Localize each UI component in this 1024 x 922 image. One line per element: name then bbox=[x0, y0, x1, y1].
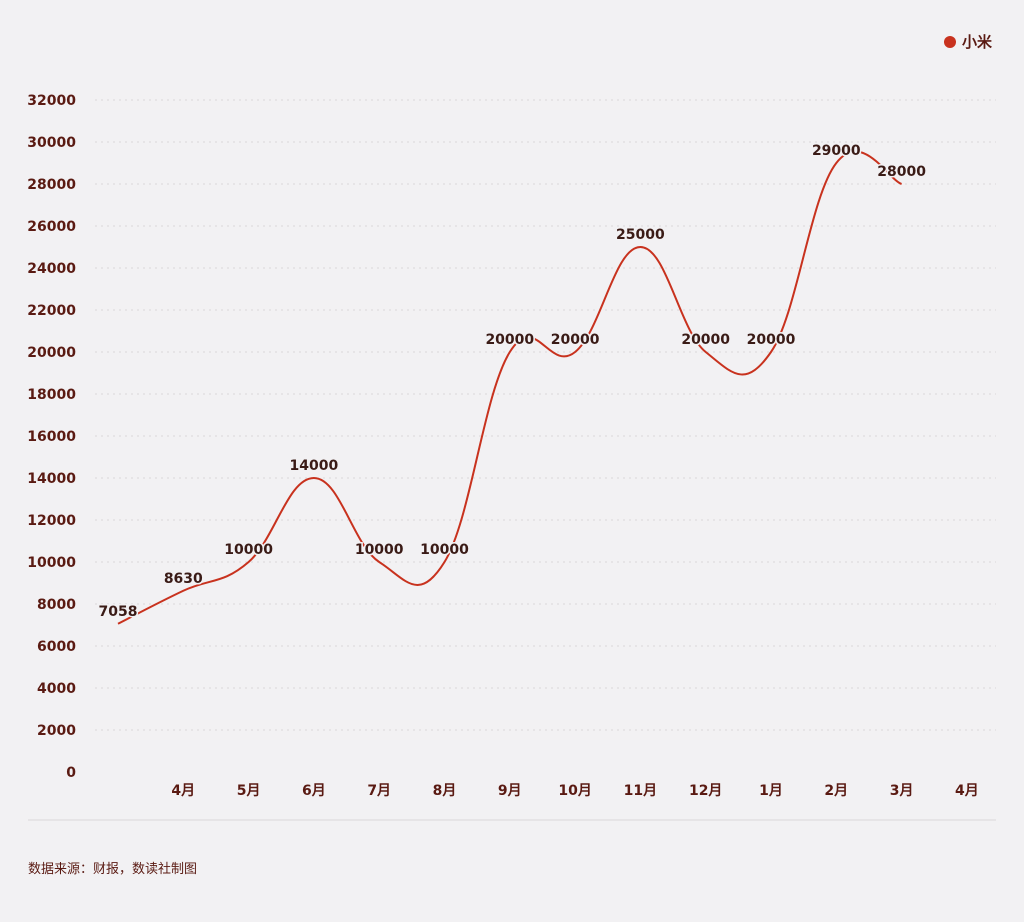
y-tick-label: 10000 bbox=[27, 555, 76, 571]
y-tick-label: 26000 bbox=[27, 219, 76, 235]
y-tick-label: 4000 bbox=[37, 681, 76, 697]
y-tick-label: 2000 bbox=[37, 723, 76, 739]
y-tick-label: 14000 bbox=[27, 471, 76, 487]
data-label: 7058 bbox=[99, 604, 138, 620]
legend[interactable]: 小米 bbox=[944, 33, 993, 51]
data-label: 20000 bbox=[747, 332, 796, 348]
y-tick-label: 8000 bbox=[37, 597, 76, 613]
y-tick-label: 6000 bbox=[37, 639, 76, 655]
data-label: 10000 bbox=[355, 542, 404, 558]
y-tick-label: 20000 bbox=[27, 345, 76, 361]
x-tick-label: 7月 bbox=[367, 783, 391, 799]
data-label: 20000 bbox=[485, 332, 534, 348]
source-note: 数据来源：财报，数读社制图 bbox=[28, 862, 198, 877]
y-axis-ticks: 0 2000 4000 6000 8000 10000 12000 14000 16000 180… bbox=[27, 93, 76, 781]
x-tick-label: 9月 bbox=[498, 783, 522, 799]
data-label: 29000 bbox=[812, 143, 861, 159]
x-tick-label: 10月 bbox=[558, 783, 591, 799]
data-label: 25000 bbox=[616, 227, 665, 243]
y-tick-label: 30000 bbox=[27, 135, 76, 151]
y-tick-label: 24000 bbox=[27, 261, 76, 277]
x-tick-label: 4月 bbox=[955, 783, 979, 799]
x-tick-label: 2月 bbox=[824, 783, 848, 799]
x-tick-label: 12月 bbox=[689, 783, 722, 799]
data-label: 20000 bbox=[551, 332, 600, 348]
data-label: 10000 bbox=[224, 542, 273, 558]
y-tick-label: 0 bbox=[66, 765, 76, 781]
x-axis-ticks: 4月 5月 6月 7月 8月 9月 10月 11月 12月 1月 2月 3月 4月 bbox=[171, 783, 978, 799]
series-layer bbox=[117, 150, 903, 625]
x-tick-label: 8月 bbox=[433, 783, 457, 799]
y-tick-label: 18000 bbox=[27, 387, 76, 403]
series-line-xiaomi bbox=[117, 150, 903, 625]
x-tick-label: 4月 bbox=[171, 783, 195, 799]
grid-lines bbox=[95, 99, 996, 731]
data-labels: 7058 8630 10000 14000 10000 10000 20000 20000 25… bbox=[97, 142, 928, 622]
x-tick-label: 6月 bbox=[302, 783, 326, 799]
y-tick-label: 28000 bbox=[27, 177, 76, 193]
x-tick-label: 1月 bbox=[759, 783, 783, 799]
data-label: 28000 bbox=[877, 164, 926, 180]
legend-marker-icon bbox=[944, 36, 956, 48]
x-tick-label: 5月 bbox=[237, 783, 261, 799]
y-tick-label: 32000 bbox=[27, 93, 76, 109]
data-label: 20000 bbox=[681, 332, 730, 348]
y-tick-label: 22000 bbox=[27, 303, 76, 319]
legend-label: 小米 bbox=[962, 33, 993, 51]
x-tick-label: 11月 bbox=[624, 783, 657, 799]
x-tick-label: 3月 bbox=[890, 783, 914, 799]
data-label: 14000 bbox=[290, 458, 339, 474]
data-label: 10000 bbox=[420, 542, 469, 558]
y-tick-label: 12000 bbox=[27, 513, 76, 529]
y-tick-label: 16000 bbox=[27, 429, 76, 445]
data-label: 8630 bbox=[164, 571, 203, 587]
